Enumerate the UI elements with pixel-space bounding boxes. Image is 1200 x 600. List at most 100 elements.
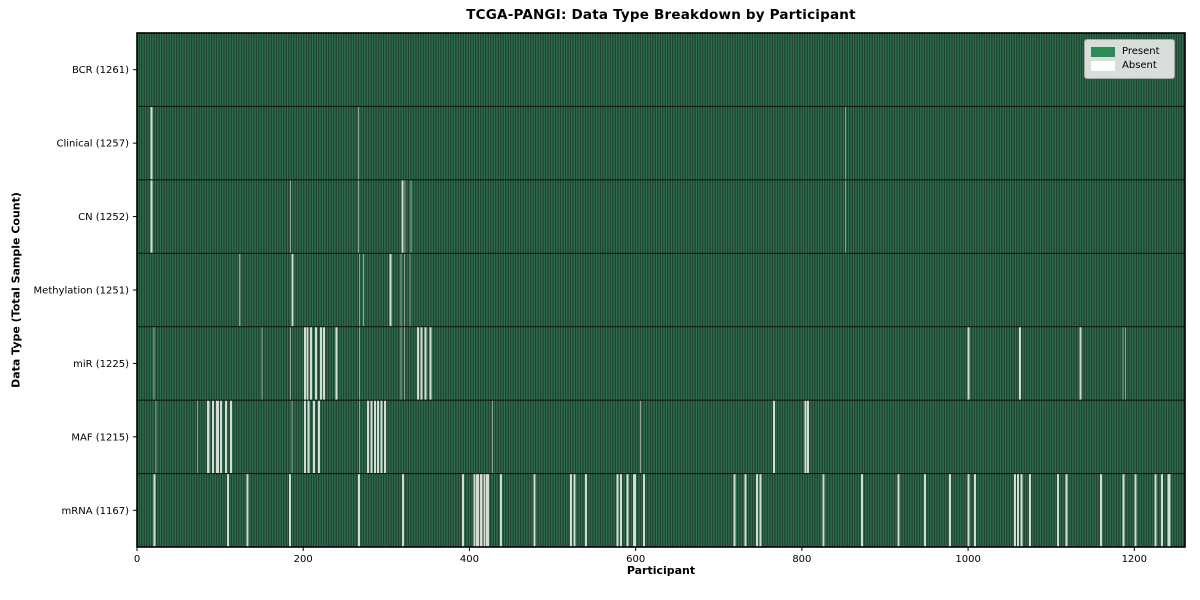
- absent-stripe: [616, 473, 619, 547]
- absent-stripe: [948, 473, 951, 547]
- y-tick-label: MAF (1215): [71, 432, 129, 443]
- absent-stripe: [483, 473, 486, 547]
- row-dividers: [137, 105, 1185, 475]
- absent-stripe: [358, 179, 360, 254]
- absent-stripe: [967, 326, 970, 401]
- absent-stripe: [1134, 473, 1137, 547]
- absent-stripe: [289, 179, 291, 254]
- absent-stripe: [289, 326, 291, 401]
- absent-stripe: [845, 179, 847, 254]
- absent-stripe: [314, 326, 317, 401]
- y-axis: BCR (1261) Clinical (1257) CN (1252) Methyl…: [34, 65, 137, 517]
- y-tick-label: Clinical (1257): [57, 139, 130, 150]
- absent-stripe: [420, 326, 423, 401]
- absent-stripe: [389, 253, 392, 327]
- absent-stripe: [533, 473, 536, 547]
- absent-stripe: [403, 253, 405, 327]
- absent-stripe: [150, 106, 153, 180]
- legend-item-present: Present: [1091, 47, 1168, 57]
- absent-stripe: [897, 473, 900, 547]
- absent-stripe: [486, 473, 489, 547]
- absent-stripe: [429, 326, 432, 401]
- y-tick-label: miR (1225): [73, 359, 129, 370]
- absent-stripe: [759, 473, 762, 547]
- y-tick-label: Methylation (1251): [34, 286, 130, 297]
- absent-stripe: [400, 326, 402, 401]
- absent-stripe: [633, 473, 636, 547]
- x-tick-label: 600: [626, 554, 645, 565]
- absent-stripe: [380, 400, 383, 474]
- absent-stripe: [363, 253, 365, 327]
- absent-stripe: [309, 326, 312, 401]
- absent-stripe: [1167, 473, 1171, 547]
- absent-stripe: [404, 179, 406, 254]
- absent-stripe: [1154, 473, 1157, 547]
- absent-stripe: [570, 473, 573, 547]
- absent-stripe: [822, 473, 825, 547]
- absent-stripe: [246, 473, 249, 547]
- absent-stripe: [756, 473, 759, 547]
- absent-stripe: [409, 253, 411, 327]
- absent-stripe: [196, 400, 198, 474]
- absent-stripe: [335, 326, 338, 401]
- absent-swatch: [1091, 61, 1115, 71]
- legend: Present Absent: [1084, 39, 1175, 79]
- absent-stripe: [1013, 473, 1016, 547]
- absent-stripe: [304, 326, 307, 401]
- absent-stripe: [225, 400, 228, 474]
- absent-stripe: [377, 400, 380, 474]
- absent-stripe: [476, 473, 479, 547]
- x-tick-label: 1200: [1122, 554, 1147, 565]
- absent-stripe: [358, 253, 360, 327]
- absent-stripe: [358, 106, 360, 180]
- absent-stripe: [215, 400, 219, 474]
- absent-stripe: [806, 400, 809, 474]
- absent-stripe: [643, 473, 646, 547]
- absent-stripe: [155, 400, 157, 474]
- absent-stripe: [639, 400, 641, 474]
- absent-stripe: [1160, 473, 1163, 547]
- absent-stripe: [804, 400, 807, 474]
- absent-stripe: [772, 400, 775, 474]
- legend-item-absent: Absent: [1091, 61, 1168, 71]
- absent-stripe: [500, 473, 503, 547]
- absent-stripe: [491, 400, 493, 474]
- absent-stripe: [403, 326, 405, 401]
- absent-stripe: [1020, 473, 1023, 547]
- absent-stripe: [153, 473, 156, 547]
- absent-stripe: [480, 473, 483, 547]
- absent-stripe: [924, 473, 927, 547]
- absent-stripe: [410, 179, 412, 254]
- absent-stripe: [461, 473, 464, 547]
- absent-stripe: [1065, 473, 1068, 547]
- absent-stripe: [619, 473, 622, 547]
- legend-label-absent: Absent: [1122, 60, 1157, 71]
- absent-stripe: [1100, 473, 1103, 547]
- absent-stripe: [860, 473, 863, 547]
- absent-stripe: [313, 400, 316, 474]
- absent-stripe: [230, 400, 233, 474]
- present-swatch: [1091, 47, 1115, 57]
- absent-stripe: [1125, 326, 1127, 401]
- absent-stripe: [1122, 326, 1124, 401]
- chart-title: TCGA-PANGI: Data Type Breakdown by Parti…: [466, 7, 856, 23]
- absent-stripe: [153, 326, 155, 401]
- absent-stripe: [400, 253, 402, 327]
- absent-stripe: [239, 253, 241, 327]
- absent-stripe: [307, 400, 310, 474]
- absent-stripe: [211, 400, 214, 474]
- absent-stripe: [319, 326, 322, 401]
- absent-stripe: [1079, 326, 1082, 401]
- absent-stripe: [291, 400, 293, 474]
- absent-stripe: [373, 400, 376, 474]
- absent-stripe: [744, 473, 747, 547]
- legend-label-present: Present: [1122, 46, 1160, 57]
- absent-stripe: [573, 473, 576, 547]
- absent-stripe: [358, 473, 361, 547]
- absent-stripe: [306, 326, 309, 401]
- absent-stripe: [291, 253, 294, 327]
- y-axis-label: Data Type (Total Sample Count): [9, 192, 23, 388]
- absent-stripe: [401, 179, 404, 254]
